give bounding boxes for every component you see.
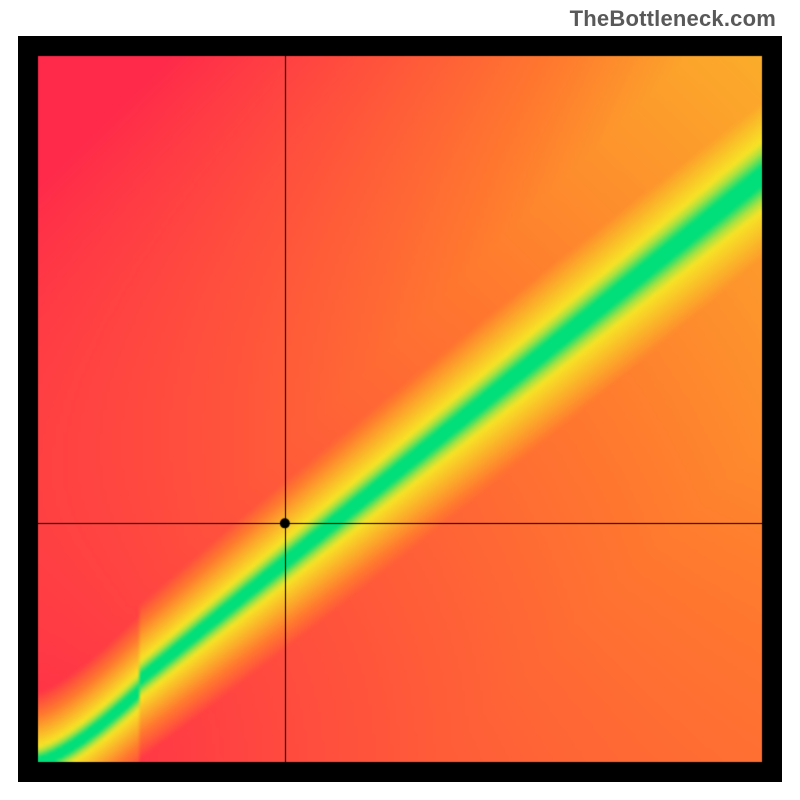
bottleneck-heatmap (18, 36, 782, 782)
chart-container: { "watermark": { "text": "TheBottleneck.… (0, 0, 800, 800)
watermark-text: TheBottleneck.com (570, 6, 776, 32)
